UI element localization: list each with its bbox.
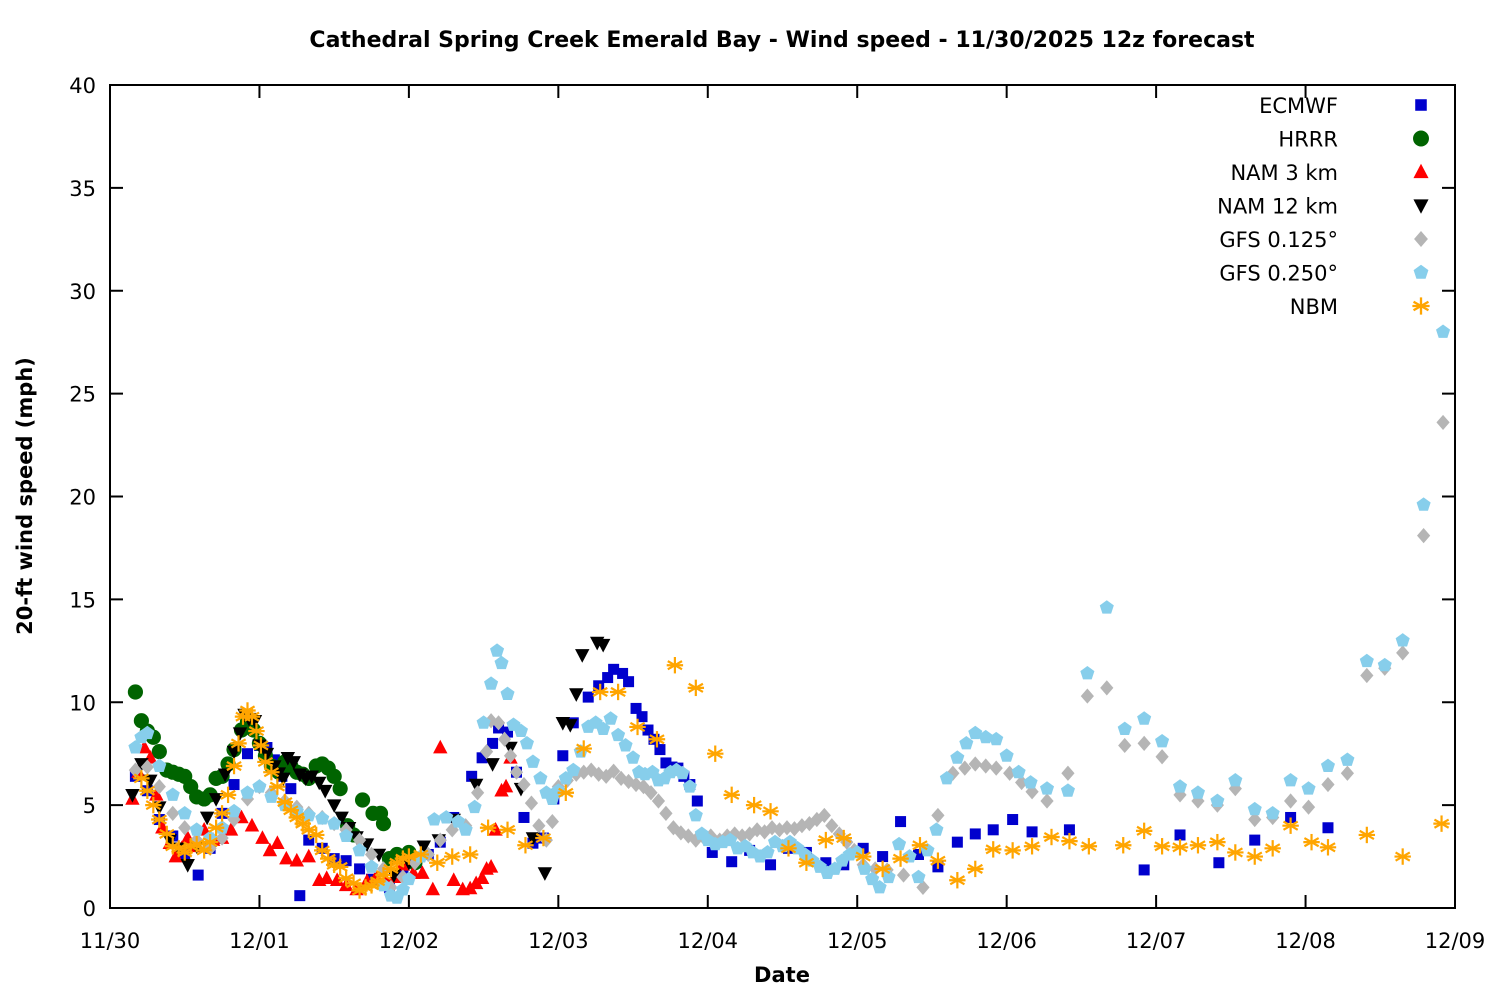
legend-marker-triangle-down-icon [1413,199,1429,214]
legend-label: HRRR [1278,128,1338,152]
y-tick-label: 15 [69,588,96,612]
legend-label: ECMWF [1259,94,1338,118]
y-tick-label: 25 [69,383,96,407]
x-tick-label: 12/01 [229,929,290,953]
legend-label: GFS 0.250° [1219,262,1338,286]
series-nbm [133,657,1450,899]
y-tick-label: 40 [69,74,96,98]
legend-label: GFS 0.125° [1219,228,1338,252]
legend-marker-circle-icon [1413,130,1429,147]
legend-item-nam-3-km: NAM 3 km [1230,161,1429,185]
legend-marker-asterisk-icon [1412,297,1430,315]
x-tick-label: 12/05 [827,929,888,953]
legend-item-nbm: NBM [1290,295,1430,319]
legend-label: NAM 3 km [1230,161,1338,185]
chart-title: Cathedral Spring Creek Emerald Bay - Win… [309,28,1255,53]
legend-item-nam-12-km: NAM 12 km [1217,195,1429,219]
legend-item-gfs-0-250-: GFS 0.250° [1219,262,1429,286]
y-tick-label: 30 [69,280,96,304]
legend-item-ecmwf: ECMWF [1259,94,1427,118]
x-tick-label: 12/03 [528,929,589,953]
x-tick-label: 12/09 [1425,929,1486,953]
y-tick-label: 35 [69,177,96,201]
x-axis-label: Date [754,963,810,987]
legend-item-hrrr: HRRR [1278,128,1429,152]
series-gfs-0-250- [128,324,1451,904]
x-tick-label: 12/02 [379,929,440,953]
y-tick-label: 10 [69,691,96,715]
legend-label: NBM [1290,295,1338,319]
axis-ticks: 11/30 12/01 12/02 12/03 12/04 12/05 12/06 12/07… [69,74,1485,953]
y-tick-label: 0 [83,897,96,921]
x-tick-label: 12/08 [1275,929,1336,953]
legend-marker-triangle-up-icon [1413,163,1429,179]
x-tick-label: 12/04 [678,929,739,953]
legend-marker-square-icon [1415,99,1427,111]
legend-item-gfs-0-125-: GFS 0.125° [1219,228,1428,252]
y-tick-label: 20 [69,486,96,510]
x-tick-label: 11/30 [80,929,141,953]
x-tick-label: 12/07 [1126,929,1187,953]
legend-marker-diamond-icon [1414,231,1428,247]
data-points-layer [125,324,1451,904]
x-tick-label: 12/06 [976,929,1037,953]
legend: ECMWF HRRR NAM 3 km NAM 12 km GFS 0.125° GFS … [1217,94,1430,319]
y-axis-label: 20-ft wind speed (mph) [13,357,37,635]
legend-label: NAM 12 km [1217,195,1338,219]
legend-marker-pentagon-icon [1413,264,1429,279]
y-tick-label: 5 [83,794,96,818]
